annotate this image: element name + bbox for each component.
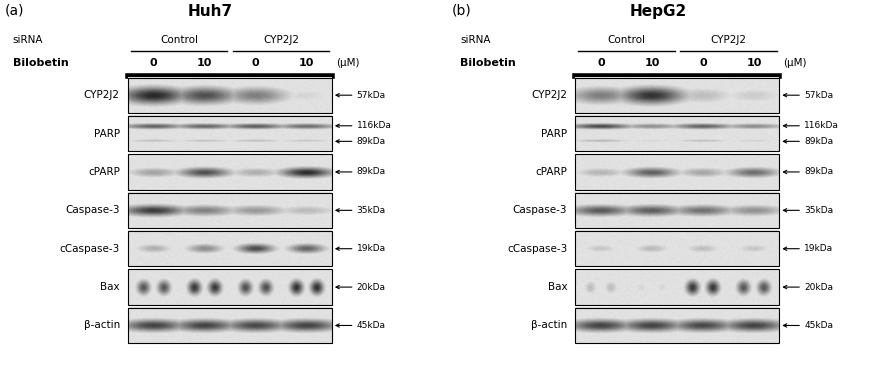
Text: 19kDa: 19kDa xyxy=(804,244,833,253)
Text: Bax: Bax xyxy=(548,282,567,292)
Bar xyxy=(576,269,780,305)
Text: Bilobetin: Bilobetin xyxy=(460,58,516,68)
Bar xyxy=(576,193,780,228)
Bar xyxy=(128,193,332,228)
Text: 0: 0 xyxy=(597,58,605,68)
Text: 0: 0 xyxy=(150,58,158,68)
Text: 0: 0 xyxy=(699,58,707,68)
Bar xyxy=(128,308,332,343)
Text: cPARP: cPARP xyxy=(535,167,567,177)
Bar xyxy=(576,116,780,151)
Text: 45kDa: 45kDa xyxy=(357,321,385,330)
Bar xyxy=(128,269,332,305)
Text: cCaspase-3: cCaspase-3 xyxy=(59,244,120,254)
Text: (b): (b) xyxy=(452,4,471,18)
Text: Bax: Bax xyxy=(100,282,120,292)
Text: cPARP: cPARP xyxy=(88,167,120,177)
Text: (μM): (μM) xyxy=(336,58,360,68)
Text: 0: 0 xyxy=(252,58,260,68)
Text: Control: Control xyxy=(608,35,645,45)
Text: 19kDa: 19kDa xyxy=(357,244,385,253)
Text: 89kDa: 89kDa xyxy=(357,168,385,176)
Text: 116kDa: 116kDa xyxy=(357,121,392,130)
Text: 45kDa: 45kDa xyxy=(804,321,833,330)
Text: CYP2J2: CYP2J2 xyxy=(263,35,299,45)
Text: Bilobetin: Bilobetin xyxy=(12,58,68,68)
Bar xyxy=(576,78,780,113)
Text: (a): (a) xyxy=(4,4,24,18)
Text: Caspase-3: Caspase-3 xyxy=(513,205,567,215)
Text: HepG2: HepG2 xyxy=(629,4,687,19)
Text: 10: 10 xyxy=(746,58,762,68)
Text: 89kDa: 89kDa xyxy=(804,137,833,146)
Text: β-actin: β-actin xyxy=(531,320,567,331)
Bar xyxy=(576,154,780,190)
Text: 20kDa: 20kDa xyxy=(804,283,833,291)
Text: CYP2J2: CYP2J2 xyxy=(84,90,120,100)
Text: 89kDa: 89kDa xyxy=(357,137,385,146)
Text: 116kDa: 116kDa xyxy=(804,121,839,130)
Text: Caspase-3: Caspase-3 xyxy=(66,205,120,215)
Bar xyxy=(128,116,332,151)
Text: 35kDa: 35kDa xyxy=(357,206,385,215)
Text: 57kDa: 57kDa xyxy=(357,91,385,100)
Text: 35kDa: 35kDa xyxy=(804,206,833,215)
Text: 89kDa: 89kDa xyxy=(804,168,833,176)
Text: 10: 10 xyxy=(197,58,212,68)
Text: cCaspase-3: cCaspase-3 xyxy=(507,244,567,254)
Text: CYP2J2: CYP2J2 xyxy=(711,35,746,45)
Text: 20kDa: 20kDa xyxy=(357,283,385,291)
Text: 10: 10 xyxy=(299,58,315,68)
Text: β-actin: β-actin xyxy=(83,320,120,331)
Text: CYP2J2: CYP2J2 xyxy=(532,90,567,100)
Text: PARP: PARP xyxy=(541,128,567,139)
Bar xyxy=(576,231,780,266)
Text: siRNA: siRNA xyxy=(12,35,43,45)
Text: PARP: PARP xyxy=(94,128,120,139)
Text: siRNA: siRNA xyxy=(460,35,491,45)
Bar xyxy=(128,154,332,190)
Bar xyxy=(128,231,332,266)
Bar xyxy=(128,78,332,113)
Text: 57kDa: 57kDa xyxy=(804,91,833,100)
Text: (μM): (μM) xyxy=(783,58,807,68)
Text: Huh7: Huh7 xyxy=(188,4,233,19)
Bar xyxy=(576,308,780,343)
Text: 10: 10 xyxy=(644,58,659,68)
Text: Control: Control xyxy=(160,35,198,45)
